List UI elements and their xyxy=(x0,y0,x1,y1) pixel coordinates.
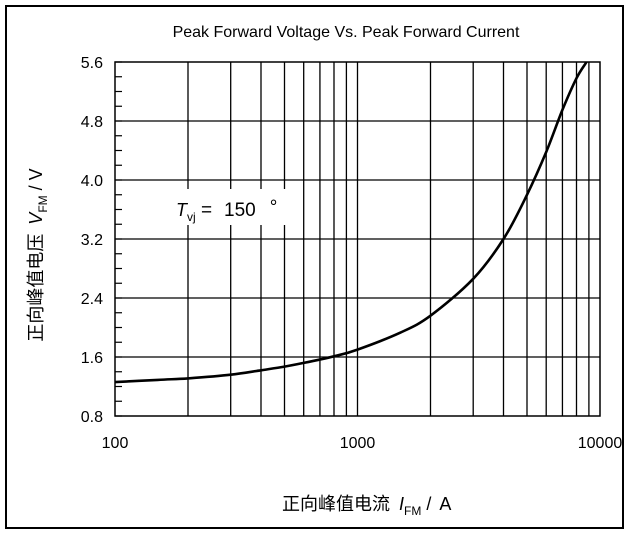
chart-title: Peak Forward Voltage Vs. Peak Forward Cu… xyxy=(173,24,520,41)
y-tick-label: 0.8 xyxy=(81,409,103,426)
annotation-tvj: Tvj = 150 ° xyxy=(176,197,277,224)
annotation-background xyxy=(165,189,303,225)
series-line xyxy=(114,61,588,384)
grid xyxy=(115,62,600,416)
x-tick-label: 100 xyxy=(102,435,129,452)
y-tick-label: 1.6 xyxy=(81,350,103,367)
minor-ticks xyxy=(115,61,122,417)
y-tick-labels: 0.8 1.6 2.4 3.2 4.0 4.8 5.6 xyxy=(81,55,103,426)
x-tick-labels: 100 1000 10000 xyxy=(102,435,623,452)
y-tick-label: 4.0 xyxy=(81,173,103,190)
y-tick-label: 4.8 xyxy=(81,114,103,131)
y-tick-label: 5.6 xyxy=(81,55,103,72)
y-axis-label: 正向峰值电压VFM / V xyxy=(26,168,50,341)
y-tick-label: 3.2 xyxy=(81,232,103,249)
chart-frame xyxy=(5,5,624,529)
plot-area xyxy=(114,61,601,417)
x-axis-label: 正向峰值电流 IFM / A xyxy=(282,494,451,518)
x-tick-label: 10000 xyxy=(578,435,623,452)
x-tick-label: 1000 xyxy=(340,435,376,452)
series-layer xyxy=(114,61,588,384)
y-tick-label: 2.4 xyxy=(81,291,103,308)
